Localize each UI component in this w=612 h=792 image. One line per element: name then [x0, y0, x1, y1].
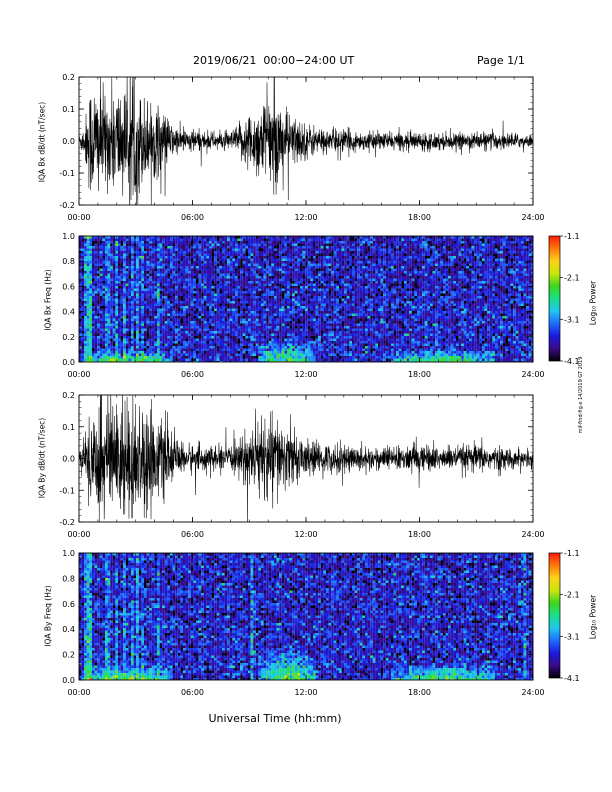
panel1-series-line: [79, 77, 533, 205]
date-range-title: 2019/06/21 00:00−24:00 UT: [193, 54, 355, 67]
x-tick-label: 24:00: [521, 688, 544, 697]
x-tick-label: 12:00: [294, 213, 317, 222]
x-tick-label: 06:00: [181, 530, 204, 539]
y-tick-label: -0.1: [59, 486, 75, 495]
y-tick-label: 0.6: [62, 282, 75, 291]
x-tick-label: 06:00: [181, 688, 204, 697]
y-tick-label: 0.8: [62, 574, 75, 583]
x-tick-label: 06:00: [181, 213, 204, 222]
y-tick-label: 0.0: [62, 137, 75, 146]
panel4-heatmap-cells: [79, 553, 533, 680]
y-tick-label: 0.0: [62, 358, 75, 367]
x-tick-label: 24:00: [521, 213, 544, 222]
panel2-heatmap-cells: [79, 236, 533, 362]
y-tick-label: 0.4: [62, 625, 75, 634]
x-tick-label: 24:00: [521, 370, 544, 379]
x-tick-label: 00:00: [67, 370, 90, 379]
colorbar-tick-label: -4.1: [564, 357, 580, 366]
y-tick-label: 0.4: [62, 308, 75, 317]
colorbar-tick-label: -2.1: [564, 591, 580, 600]
x-axis-label: Universal Time (hh:mm): [208, 712, 342, 725]
x-tick-label: 18:00: [408, 530, 431, 539]
panel4-colorbar: [548, 552, 561, 679]
panel2-colorbar: [548, 235, 561, 362]
x-tick-label: 18:00: [408, 213, 431, 222]
x-tick-label: 18:00: [408, 370, 431, 379]
page-indicator: Page 1/1: [477, 54, 525, 67]
panel3-series-line: [79, 395, 533, 522]
y-tick-label: 0.8: [62, 257, 75, 266]
colorbar-tick-label: -1.1: [564, 232, 580, 241]
y-tick-label: -0.2: [59, 201, 75, 210]
x-tick-label: 12:00: [294, 688, 317, 697]
y-tick-label: 0.6: [62, 600, 75, 609]
y-tick-label: 1.0: [62, 232, 75, 241]
colorbar-tick-label: -2.1: [564, 274, 580, 283]
colorbar-tick-label: -4.1: [564, 674, 580, 683]
x-tick-label: 24:00: [521, 530, 544, 539]
colorbar-tick-label: -3.1: [564, 315, 580, 324]
y-tick-label: 1.0: [62, 549, 75, 558]
y-tick-label: 0.1: [62, 423, 75, 432]
x-tick-label: 06:00: [181, 370, 204, 379]
y-tick-label: 0.2: [62, 73, 75, 82]
y-tick-label: -0.2: [59, 518, 75, 527]
y-tick-label: 0.0: [62, 455, 75, 464]
colorbar-tick-label: -1.1: [564, 549, 580, 558]
x-tick-label: 12:00: [294, 530, 317, 539]
y-tick-label: -0.1: [59, 169, 75, 178]
x-tick-label: 00:00: [67, 213, 90, 222]
x-tick-label: 18:00: [408, 688, 431, 697]
y-tick-label: 0.2: [62, 391, 75, 400]
x-tick-label: 12:00: [294, 370, 317, 379]
colorbar-tick-label: -3.1: [564, 632, 580, 641]
y-tick-label: 0.2: [62, 333, 75, 342]
x-tick-label: 00:00: [67, 530, 90, 539]
y-tick-label: 0.0: [62, 676, 75, 685]
y-tick-label: 0.1: [62, 105, 75, 114]
y-tick-label: 0.2: [62, 651, 75, 660]
x-tick-label: 00:00: [67, 688, 90, 697]
